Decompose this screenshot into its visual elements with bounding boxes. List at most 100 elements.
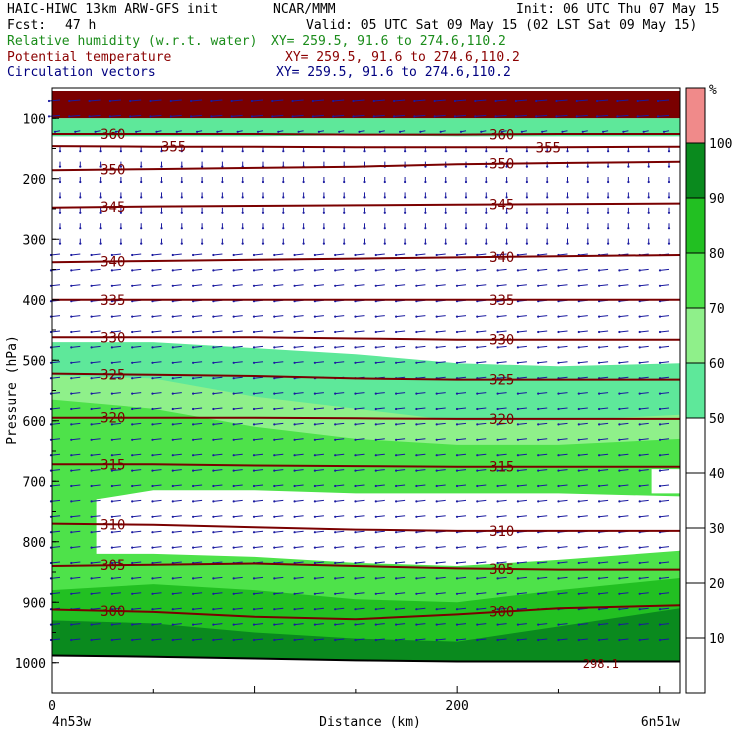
wind-vector [455, 561, 467, 565]
wind-vector-head [433, 99, 436, 103]
wind-vector-head [577, 423, 580, 426]
wind-vector-shaft [172, 623, 182, 626]
wind-vector [180, 177, 183, 184]
wind-vector-head [110, 284, 113, 287]
wind-vector [90, 438, 101, 441]
wind-vector [496, 315, 507, 318]
wind-vector-head [419, 130, 422, 133]
wind-vector-shaft [253, 376, 264, 379]
wind-vector-shaft [394, 114, 406, 117]
wind-vector [119, 207, 122, 214]
wind-vector [415, 330, 426, 334]
wind-vector-head [201, 227, 204, 230]
wind-vector-head [171, 515, 174, 518]
wind-vector [232, 407, 243, 411]
wind-vector [352, 99, 365, 103]
wind-vector [171, 438, 182, 441]
wind-vector-shaft [193, 253, 203, 256]
wind-vector-shaft [619, 607, 629, 610]
wind-vector-shaft [294, 515, 304, 518]
wind-vector [557, 515, 568, 518]
wind-vector-head [232, 377, 235, 380]
wind-vector-head [151, 561, 154, 565]
theta-contour-315 [52, 463, 680, 468]
wind-vector [192, 284, 203, 287]
wind-vector-head [293, 515, 296, 518]
wind-vector-head [273, 577, 276, 580]
wind-vector-shaft [396, 484, 406, 487]
wind-vector-shaft [517, 515, 527, 518]
wind-vector [151, 638, 162, 642]
wind-vector [557, 284, 568, 287]
wind-vector-head [90, 469, 93, 472]
wind-vector [557, 315, 568, 318]
wind-vector-head [221, 227, 224, 230]
wind-vector-shaft [436, 361, 446, 364]
wind-vector [334, 407, 345, 411]
wind-vector-head [354, 454, 357, 457]
wind-vector-shaft [375, 592, 385, 595]
wind-vector-shaft [659, 561, 670, 564]
wind-vector [618, 484, 629, 488]
wind-vector-head [151, 438, 154, 441]
wind-vector-shaft [172, 576, 182, 579]
wind-vector [90, 453, 101, 457]
wind-vector-head [334, 484, 337, 488]
wind-vector-head [537, 284, 540, 287]
wind-vector-shaft [294, 315, 304, 318]
wind-vector-head [516, 269, 520, 272]
wind-vector [598, 345, 609, 349]
wind-vector-shaft [375, 623, 385, 626]
wind-vector [598, 284, 609, 287]
wind-vector-shaft [375, 530, 385, 533]
wind-vector-shaft [396, 607, 406, 610]
wind-vector-head [566, 180, 569, 184]
wind-vector-head [192, 484, 195, 488]
wind-vector-shaft [152, 469, 162, 472]
wind-vector-shaft [456, 392, 467, 395]
wind-vector-head [566, 196, 569, 199]
wind-vector-head [424, 242, 427, 245]
wind-vector-head [424, 150, 427, 153]
wind-vector-head [151, 253, 154, 257]
wind-vector-head [88, 99, 91, 103]
wind-vector [415, 469, 426, 472]
wind-vector-head [210, 99, 213, 103]
wind-vector-head [175, 130, 178, 133]
wind-vector-head [90, 253, 93, 257]
wind-vector-shaft [538, 484, 548, 487]
wind-vector-shaft [274, 315, 284, 318]
fcst-value: 47 h [65, 18, 97, 33]
wind-vector-shaft [193, 546, 203, 549]
wind-vector-head [119, 242, 122, 245]
wind-vector-shaft [274, 407, 284, 410]
wind-vector-head [90, 531, 93, 534]
wind-vector [455, 592, 467, 595]
wind-vector-head [70, 423, 73, 426]
wind-vector-shaft [253, 623, 264, 626]
wind-vector-shaft [599, 561, 609, 564]
wind-vector-head [201, 165, 204, 168]
wind-vector-shaft [274, 453, 284, 456]
wind-vector-head [252, 531, 256, 534]
wind-vector-head [415, 531, 418, 534]
colorbar-tick-label: 20 [709, 577, 725, 592]
wind-vector-head [638, 592, 641, 595]
wind-vector-shaft [193, 361, 203, 364]
wind-vector-head [74, 130, 77, 133]
wind-vector-head [455, 623, 459, 626]
wind-vector [415, 284, 426, 287]
wind-vector-head [444, 180, 447, 184]
wind-vector-shaft [416, 607, 426, 610]
wind-vector [90, 623, 101, 626]
wind-vector-head [424, 196, 427, 199]
wind-vector-head [658, 392, 662, 395]
wind-vector [79, 177, 82, 184]
wind-vector-head [90, 454, 93, 457]
wind-vector [313, 407, 324, 411]
wind-vector [496, 345, 507, 349]
wind-vector-head [90, 392, 93, 395]
wind-vector-shaft [314, 469, 324, 472]
wind-vector [334, 345, 345, 349]
wind-vector-head [496, 346, 499, 349]
